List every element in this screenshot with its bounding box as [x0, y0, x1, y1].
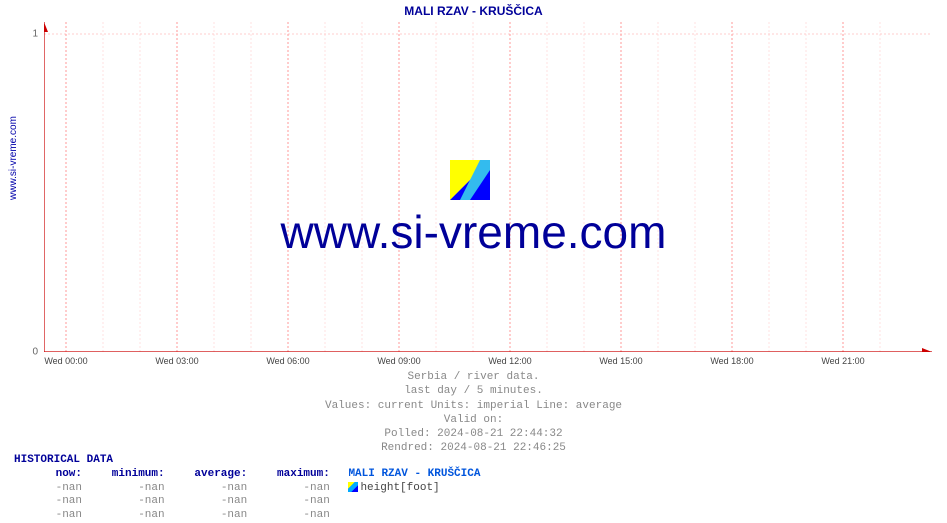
x-tick-1: Wed 03:00: [155, 356, 198, 366]
y-tick-0: 0: [32, 347, 38, 358]
x-tick-0: Wed 00:00: [44, 356, 87, 366]
chart-info-block: Serbia / river data. last day / 5 minute…: [0, 370, 947, 456]
cell: -nan: [262, 495, 338, 509]
info-line-1: Serbia / river data.: [0, 370, 947, 384]
table-row: -nan -nan -nan -nan: [14, 495, 480, 509]
cell: -nan: [97, 482, 173, 496]
col-maximum: maximum:: [262, 468, 338, 482]
table-row: -nan -nan -nan -nan height[foot]: [14, 482, 480, 496]
historical-title: HISTORICAL DATA: [14, 454, 480, 468]
cell: -nan: [14, 509, 90, 523]
cell: -nan: [14, 495, 90, 509]
x-tick-3: Wed 09:00: [377, 356, 420, 366]
table-row: -nan -nan -nan -nan: [14, 509, 480, 523]
cell: -nan: [14, 482, 90, 496]
cell: -nan: [179, 509, 255, 523]
col-minimum: minimum:: [97, 468, 173, 482]
x-tick-2: Wed 06:00: [266, 356, 309, 366]
legend-swatch-icon: [348, 482, 358, 492]
cell: -nan: [262, 482, 338, 496]
info-line-2: last day / 5 minutes.: [0, 384, 947, 398]
cell: -nan: [97, 495, 173, 509]
unit-text: height[foot]: [360, 482, 439, 494]
x-tick-4: Wed 12:00: [488, 356, 531, 366]
col-now: now:: [14, 468, 90, 482]
y-axis-source-label: www.si-vreme.com: [8, 116, 19, 200]
cell: -nan: [97, 509, 173, 523]
chart-title: MALI RZAV - KRUŠČICA: [0, 4, 947, 18]
x-tick-7: Wed 21:00: [821, 356, 864, 366]
series-name: MALI RZAV - KRUŠČICA: [344, 468, 480, 482]
chart-container: www.si-vreme.com MALI RZAV - KRUŠČICA: [0, 0, 947, 522]
unit-label: height[foot]: [344, 482, 439, 496]
info-line-3: Values: current Units: imperial Line: av…: [0, 399, 947, 413]
col-average: average:: [179, 468, 255, 482]
watermark-icon: [450, 160, 490, 200]
y-tick-1: 1: [32, 29, 38, 40]
historical-header-row: now: minimum: average: maximum: MALI RZA…: [14, 468, 480, 482]
cell: -nan: [179, 482, 255, 496]
watermark-text: www.si-vreme.com: [0, 205, 947, 259]
historical-data-block: HISTORICAL DATA now: minimum: average: m…: [14, 454, 480, 523]
x-tick-5: Wed 15:00: [599, 356, 642, 366]
info-line-5: Polled: 2024-08-21 22:44:32: [0, 427, 947, 441]
x-tick-6: Wed 18:00: [710, 356, 753, 366]
info-line-4: Valid on:: [0, 413, 947, 427]
cell: -nan: [179, 495, 255, 509]
cell: -nan: [262, 509, 338, 523]
